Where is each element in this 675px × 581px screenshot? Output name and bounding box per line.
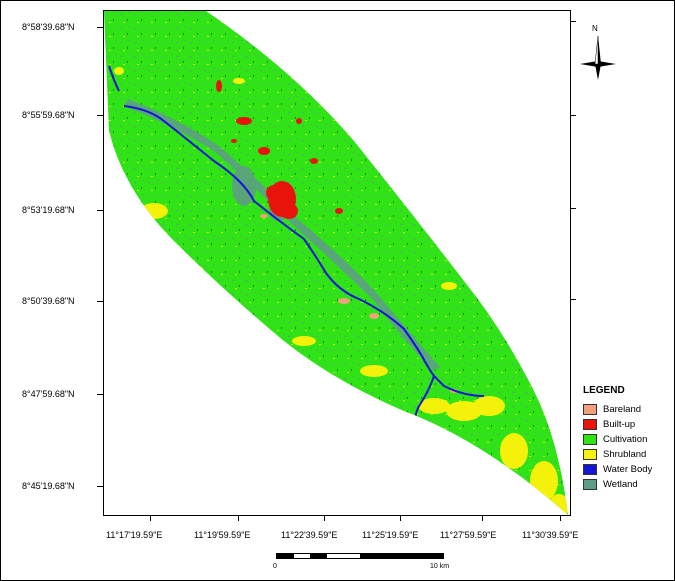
lat-label-5: 8°47'59.68"N [22,389,75,399]
lon-label-6: 11°30'39.59"E [522,530,578,540]
legend-label: Wetland [603,479,638,490]
lat-label-6: 8°45'19.68"N [22,481,75,491]
scale-start-label: 0 [273,563,277,570]
legend-swatch [583,434,597,445]
lat-label-4: 8°50'39.68"N [22,296,75,306]
legend-title: LEGEND [583,385,673,396]
legend-item-shrubland: Shrubland [583,447,673,462]
legend-item-built-up: Built-up [583,417,673,432]
lat-label-3: 8°53'19.68"N [22,205,75,215]
map-frame [103,10,571,516]
legend-item-wetland: Wetland [583,477,673,492]
legend-item-bareland: Bareland [583,402,673,417]
legend-label: Built-up [603,419,635,430]
legend-swatch [583,404,597,415]
lon-label-1: 11°17'19.59"E [106,530,162,540]
legend-label: Bareland [603,404,641,415]
land-cover-map [104,11,570,515]
scale-bar [276,553,444,559]
lon-label-4: 11°25'19.59"E [362,530,418,540]
legend-label: Cultivation [603,434,647,445]
legend-item-cultivation: Cultivation [583,432,673,447]
legend-label: Shrubland [603,449,646,460]
lat-label-1: 8°58'39.68"N [22,22,75,32]
north-arrow-icon: N [578,24,618,89]
legend-swatch [583,449,597,460]
scale-end-label: 10 km [430,563,449,570]
legend-label: Water Body [603,464,652,475]
north-label: N [592,24,598,33]
lon-label-5: 11°27'59.59"E [440,530,496,540]
legend-swatch [583,479,597,490]
lat-label-2: 8°55'59.68"N [22,110,75,120]
lon-label-2: 11°19'59.59"E [194,530,250,540]
legend-swatch [583,464,597,475]
legend: LEGEND Bareland Built-up Cultivation Shr… [583,385,673,492]
legend-swatch [583,419,597,430]
lon-label-3: 11°22'39.59"E [281,530,337,540]
legend-item-water-body: Water Body [583,462,673,477]
